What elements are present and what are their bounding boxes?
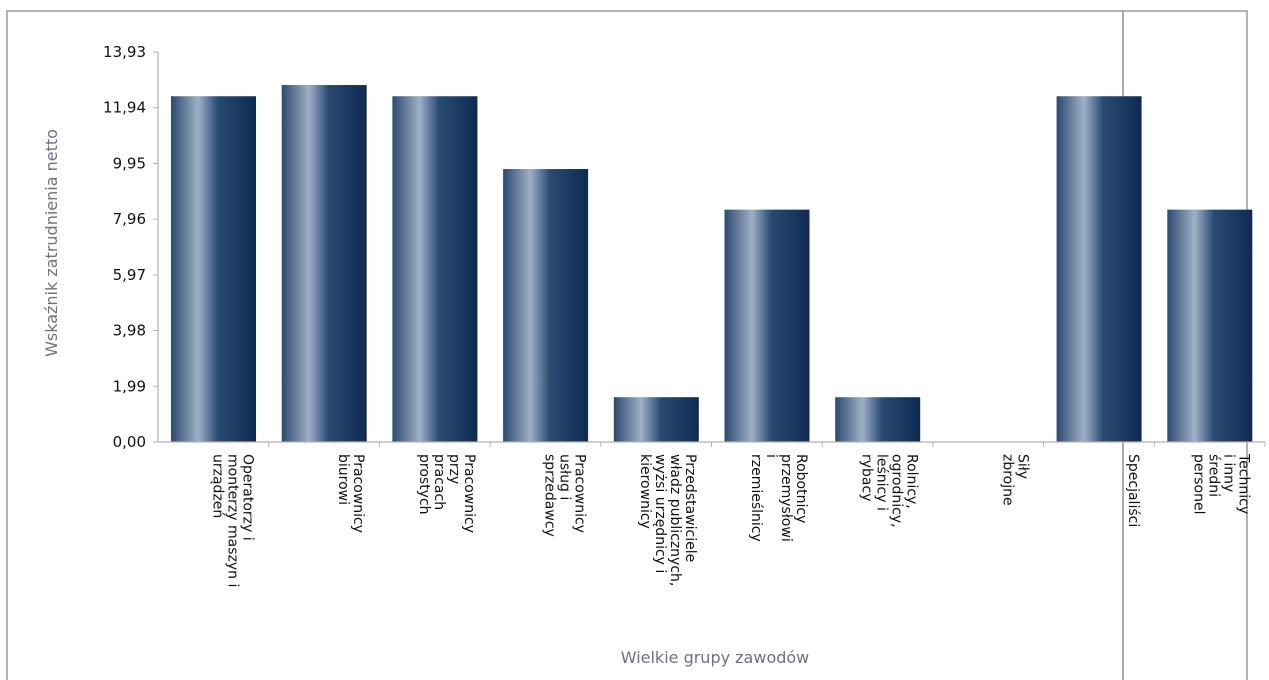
category-label: Technicyi innyśrednipersonel xyxy=(1191,453,1252,515)
y-axis-title: Wskaźnik zatrudnienia netto xyxy=(42,129,61,357)
category-label: Pracownicybiurowi xyxy=(335,454,366,533)
category-label-line: Technicy xyxy=(1236,453,1252,514)
category-label-line: Pracownicy xyxy=(571,454,587,533)
category-label-line: kierownicy xyxy=(637,454,653,529)
category-label-line: rybacy xyxy=(859,454,875,502)
category-label-line: ogrodnicy, xyxy=(889,454,905,528)
category-label-line: biurowi xyxy=(335,454,351,505)
category-label-line: władz publicznych, xyxy=(667,454,683,586)
category-label-line: monterzy maszyn i xyxy=(224,454,240,587)
y-tick-label: 11,94 xyxy=(103,99,146,117)
category-label-line: Specjaliści xyxy=(1125,454,1141,527)
y-axis: 0,00 1,99 3,98 5,97 7,96 9,95 11,94 13,93 xyxy=(103,43,158,451)
bar xyxy=(281,85,367,442)
category-label-line: Rolnicy, xyxy=(904,454,920,509)
category-label-line: zbrojne xyxy=(999,454,1015,506)
bar xyxy=(835,397,921,442)
category-label: Robotnicyprzemysłowiirzemieślnicy xyxy=(748,454,809,542)
y-tick-label: 3,98 xyxy=(113,322,146,340)
category-label-line: Robotnicy xyxy=(793,454,809,523)
category-label-line: leśnicy i xyxy=(874,454,890,511)
bar xyxy=(1056,96,1142,442)
category-label-line: i inny xyxy=(1221,454,1237,492)
category-label: Pracownicyprzypracachprostych xyxy=(416,454,477,533)
category-label-line: Pracownicy xyxy=(461,454,477,533)
y-tick-label: 5,97 xyxy=(113,266,146,284)
y-tick-label: 9,95 xyxy=(113,154,146,172)
category-label: Operatorzy imonterzy maszyn iurządzeń xyxy=(209,454,255,587)
bar xyxy=(392,96,478,442)
bar xyxy=(503,169,589,442)
category-label-line: rzemieślnicy xyxy=(748,454,764,542)
y-tick-label: 13,93 xyxy=(103,43,146,61)
category-label-line: i xyxy=(763,454,779,458)
y-tick-label: 1,99 xyxy=(113,377,146,395)
category-label: Rolnicy,ogrodnicy,leśnicy irybacy xyxy=(859,454,920,528)
bar xyxy=(171,96,256,442)
category-label-line: przy xyxy=(446,454,462,484)
y-tick-label: 0,00 xyxy=(113,433,146,451)
category-label-line: Siły xyxy=(1014,454,1030,479)
category-label-line: sprzedawcy xyxy=(541,454,557,537)
bar xyxy=(724,209,810,442)
category-label-line: pracach xyxy=(431,454,447,510)
category-label: Siłyzbrojne xyxy=(999,454,1030,506)
category-label-line: średni xyxy=(1206,454,1222,497)
category-label-line: Pracownicy xyxy=(350,454,366,533)
x-axis-labels: Operatorzy imonterzy maszyn iurządzeń Pra… xyxy=(209,442,1266,587)
category-label: Przedstawicielewładz publicznych,wyżsi u… xyxy=(637,454,698,586)
category-label-line: prostych xyxy=(416,454,432,515)
x-axis-title: Wielkie grupy zawodów xyxy=(621,648,810,667)
category-label-line: urządzeń xyxy=(209,454,225,518)
category-label: Pracownicyusług isprzedawcy xyxy=(541,454,587,537)
category-label-line: Przedstawiciele xyxy=(682,454,698,562)
category-label-line: wyżsi urzędnicy i xyxy=(652,454,668,573)
bar xyxy=(1167,209,1253,442)
category-label-line: usług i xyxy=(556,454,572,500)
bars xyxy=(171,85,1253,442)
category-label-line: personel xyxy=(1191,454,1207,515)
bar xyxy=(613,397,699,442)
y-tick-label: 7,96 xyxy=(113,210,146,228)
category-label-line: Operatorzy i xyxy=(239,454,255,541)
category-label: Specjaliści xyxy=(1125,454,1141,527)
category-label-line: przemysłowi xyxy=(778,454,794,542)
